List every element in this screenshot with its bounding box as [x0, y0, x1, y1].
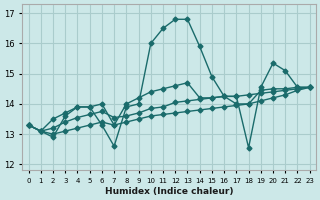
X-axis label: Humidex (Indice chaleur): Humidex (Indice chaleur)	[105, 187, 233, 196]
